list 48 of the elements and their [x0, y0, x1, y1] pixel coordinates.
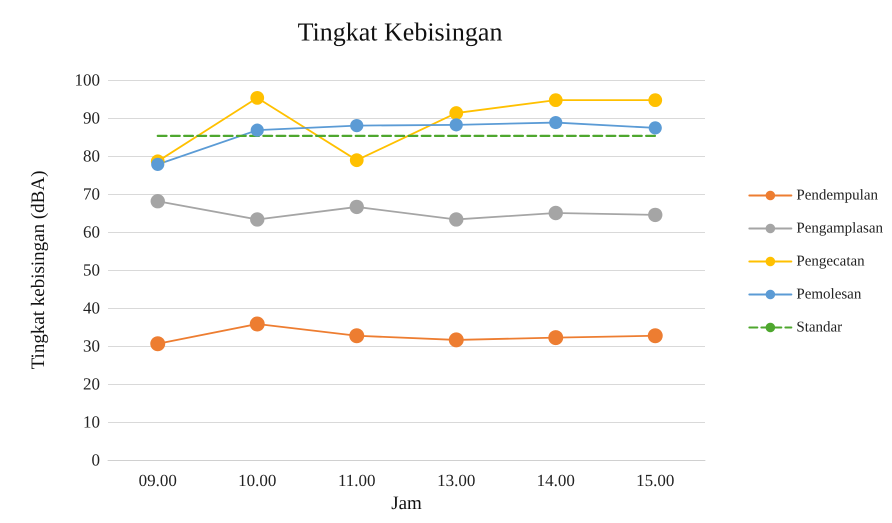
point: [250, 90, 264, 105]
x-tick-label: 15.00: [636, 471, 674, 490]
x-tick-label: 13.00: [437, 471, 476, 490]
y-tick-label: 60: [83, 222, 100, 242]
point: [350, 153, 364, 168]
y-tick-label: 10: [83, 412, 100, 432]
point: [548, 93, 563, 108]
x-tick-label: 10.00: [238, 471, 276, 490]
legend-label: Pengecatan: [796, 254, 866, 270]
point: [349, 328, 364, 344]
y-tick-label: 40: [83, 298, 100, 318]
point: [648, 93, 662, 108]
legend-label: Pendempulan: [796, 188, 879, 204]
legend-label: Pengamplasan: [796, 220, 884, 236]
y-tick-label: 100: [74, 70, 100, 90]
point: [648, 121, 662, 134]
y-tick-label: 20: [83, 374, 100, 394]
legend-label: Standar: [796, 320, 842, 336]
y-tick-label: 0: [92, 450, 100, 470]
point: [648, 328, 663, 344]
point: [250, 124, 264, 137]
point: [150, 336, 166, 352]
point: [151, 158, 164, 171]
point: [150, 194, 165, 208]
point: [350, 119, 364, 132]
y-tick-label: 50: [83, 260, 100, 280]
point: [448, 332, 464, 348]
y-tick-label: 90: [83, 108, 100, 128]
point: [548, 206, 563, 220]
x-tick-label: 14.00: [536, 471, 575, 490]
point: [350, 200, 364, 214]
point: [549, 116, 562, 130]
y-tick-label: 80: [83, 146, 100, 166]
chart-title: Tingkat Kebisingan: [298, 18, 502, 46]
x-tick-label: 09.00: [138, 471, 177, 490]
point: [450, 118, 463, 132]
point: [548, 330, 564, 346]
y-tick-label: 30: [83, 336, 100, 356]
x-axis-title: Jam: [391, 493, 422, 514]
x-tick-label: 11.00: [338, 471, 376, 490]
point: [250, 212, 264, 227]
point: [648, 208, 662, 222]
point: [449, 106, 464, 120]
y-axis-title: Tingkat kebisingan (dBA): [28, 170, 49, 370]
point: [449, 212, 464, 227]
legend-label: Pemolesan: [796, 286, 862, 302]
point: [250, 316, 265, 332]
y-tick-label: 70: [83, 184, 100, 204]
